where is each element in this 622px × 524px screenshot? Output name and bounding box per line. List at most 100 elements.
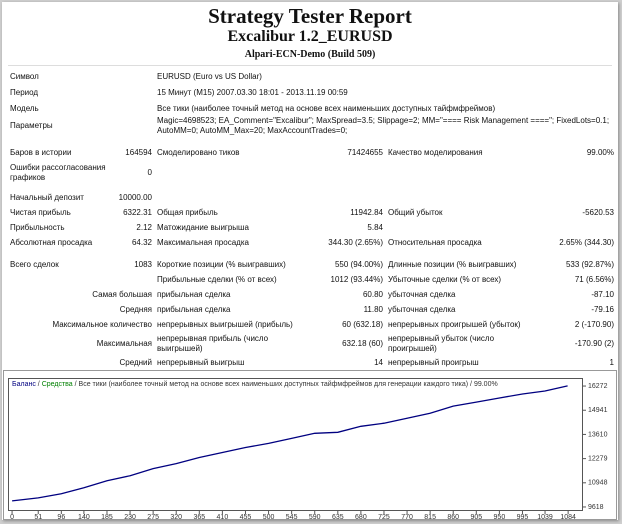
cell-value: Самая большая: [92, 290, 152, 299]
stats-row: Максимальное количество непрерывных выигр…: [2, 318, 618, 332]
stats-row: Ошибки рассогласования графиков 0: [2, 162, 618, 184]
cell-label: Чистая прибыль: [10, 208, 71, 217]
x-tick-label: 230: [124, 514, 136, 520]
cell-value: 1083: [134, 260, 152, 269]
cell-value: -79.16: [591, 305, 614, 314]
cell-value: 550 (94.00%): [334, 260, 383, 269]
legend-item: Все тики (наиболее точный метод на основ…: [79, 380, 469, 388]
legend: Баланс / Средства / Все тики (наиболее т…: [12, 380, 498, 388]
cell-value: 5.84: [367, 223, 383, 232]
x-tick-label: 410: [217, 514, 229, 520]
x-tick-label: 1039: [537, 514, 553, 520]
x-tick-label: 1084: [560, 514, 576, 520]
cell-value: 60.80: [362, 290, 383, 299]
server: Alpari-ECN-Demo (Build 509): [244, 49, 376, 60]
cell-label: непрерывный выигрыш: [157, 358, 245, 367]
cell-value: 164594: [125, 148, 152, 157]
info-row: Параметры Magic=4698523; EA_Comment="Exca…: [2, 114, 618, 138]
cell-value: 71424655: [347, 148, 383, 157]
cell-value: 533 (92.87%): [565, 260, 614, 269]
report-subtitle: Excalibur 1.2_EURUSD: [227, 28, 393, 45]
x-tick-label: 185: [101, 514, 113, 520]
cell-label: Начальный депозит: [10, 193, 84, 202]
cell-value: -87.10: [591, 290, 614, 299]
cell-label: Качество моделирования: [388, 148, 483, 157]
info-row: Модель Все тики (наиболее точный метод на…: [2, 102, 618, 116]
cell-label: Период: [10, 88, 39, 97]
cell-value: 60 (632.18): [342, 320, 383, 329]
cell-label: Прибыльность: [10, 223, 65, 232]
cell-label: Относительная просадка: [388, 238, 482, 247]
stats-row: Абсолютная просадка 64.32 Максимальная про…: [2, 236, 618, 250]
x-tick-label: 950: [494, 514, 506, 520]
cell-label: Абсолютная просадка: [10, 238, 93, 247]
cell-label: непрерывных проигрышей (убыток): [388, 320, 521, 329]
cell-label: Модель: [10, 104, 39, 113]
cell-value: Средний: [119, 358, 152, 367]
cell-value: -170.90 (2): [574, 339, 614, 348]
cell-value: 2.12: [136, 223, 152, 232]
x-tick-label: 96: [57, 514, 65, 520]
legend-separator: /: [36, 381, 42, 388]
cell-label: Максимальная просадка: [157, 238, 249, 247]
cell-value: 15 Минут (M15) 2007.03.30 18:01 - 2013.1…: [157, 88, 348, 97]
cell-label: прибыльная сделка: [157, 290, 231, 299]
x-tick-label: 320: [170, 514, 182, 520]
cell-label: непрерывных выигрышей (прибыль): [157, 320, 293, 329]
cell-label: Смоделировано тиков: [157, 148, 240, 157]
cell-label: непрерывный убыток (число проигрышей): [388, 334, 495, 353]
x-tick-label: 140: [78, 514, 90, 520]
cell-label: непрерывный проигрыш: [388, 358, 479, 367]
cell-label: Ошибки рассогласования графиков: [10, 163, 106, 182]
cell-value: 1012 (93.44%): [330, 275, 383, 284]
cell-label: Общий убыток: [388, 208, 443, 217]
cell-value: Все тики (наиболее точный метод на основ…: [157, 104, 496, 113]
x-tick-label: 680: [355, 514, 367, 520]
cell-value: 11.80: [363, 305, 383, 314]
report: Strategy Tester Report Excalibur 1.2_EUR…: [2, 2, 618, 520]
cell-value: 0: [147, 168, 152, 177]
cell-label: Символ: [10, 72, 39, 81]
stats-row: Прибыльность 2.12 Матожидание выигрыша 5.84: [2, 221, 618, 235]
stats-row: Средняя прибыльная сделка 11.80 убыточная с…: [2, 303, 618, 317]
legend-item: 99.00%: [474, 381, 498, 388]
cell-label: Убыточные сделки (% от всех): [388, 275, 502, 284]
x-tick-label: 51: [34, 514, 42, 520]
stats-row: Всего сделок 1083 Короткие позиции (% выиг…: [2, 258, 618, 272]
x-tick-label: 455: [240, 514, 252, 520]
cell-value: 71 (6.56%): [574, 275, 614, 284]
info-row: Период 15 Минут (M15) 2007.03.30 18:01 - …: [2, 86, 618, 100]
cell-value: -5620.53: [582, 208, 614, 217]
y-tick-label: 16272: [588, 383, 608, 390]
cell-label: прибыльная сделка: [157, 305, 231, 314]
balance-line: [12, 385, 568, 502]
info-row: Символ EURUSD (Euro vs US Dollar): [2, 70, 618, 84]
stats-row: Чистая прибыль 6322.31 Общая прибыль 11942.…: [2, 206, 618, 220]
cell-label: Прибыльные сделки (% от всех): [157, 275, 277, 284]
stats-row: Максимальная непрерывная прибыль (число в…: [2, 333, 618, 355]
legend-item: Средства: [42, 381, 73, 388]
stats-row: Баров в истории 164594 Смоделировано тиков…: [2, 146, 618, 160]
y-tick-label: 12279: [588, 455, 608, 462]
x-tick-label: 365: [193, 514, 205, 520]
divider: [8, 65, 612, 66]
cell-label: Общая прибыль: [157, 208, 218, 217]
y-tick-label: 14941: [588, 407, 608, 414]
stats-row: Самая большая прибыльная сделка 60.80 убыто…: [2, 288, 618, 302]
y-tick-label: 13610: [588, 431, 608, 438]
x-tick-label: 770: [401, 514, 413, 520]
chart: 9618 10948 12279 13610 14941 16272 0 51 96 140 185…: [3, 370, 617, 520]
stats-row: Прибыльные сделки (% от всех) 1012 (93.44…: [2, 273, 618, 287]
cell-value: 2 (-170.90): [574, 320, 614, 329]
stats-row: Начальный депозит 10000.00: [2, 191, 618, 205]
cell-value: 1: [609, 358, 614, 367]
cell-value: 6322.31: [123, 208, 152, 217]
cell-value: 99.00%: [586, 148, 614, 157]
x-tick-label: 275: [147, 514, 159, 520]
cell-label: Всего сделок: [10, 260, 59, 269]
cell-value: 344.30 (2.65%): [328, 238, 383, 247]
cell-value: EURUSD (Euro vs US Dollar): [157, 72, 262, 81]
cell-value: 10000.00: [118, 193, 152, 202]
x-tick-label: 815: [424, 514, 436, 520]
